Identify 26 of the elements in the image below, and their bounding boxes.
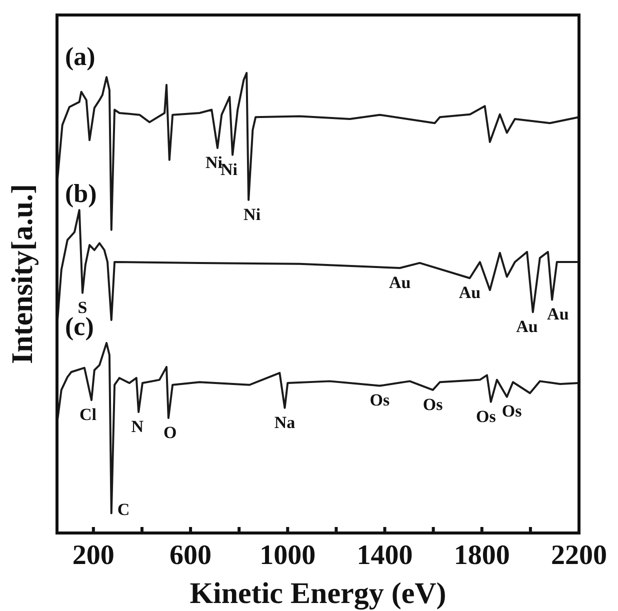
annotation: O <box>163 422 177 442</box>
x-tick-label: 600 <box>170 540 212 571</box>
annotation: Os <box>422 394 444 414</box>
series-label: (b) <box>65 179 97 208</box>
annotation: Ni <box>220 160 238 179</box>
y-axis-title: Intensity[a.u.] <box>6 184 39 364</box>
annotation: Os <box>502 402 522 421</box>
annotation: Au <box>458 283 481 302</box>
annotation: Ni <box>205 152 223 172</box>
annotation: N <box>131 416 144 436</box>
annotation: Na <box>274 412 296 432</box>
x-tick-label: 1800 <box>454 540 510 571</box>
x-tick-label: 1000 <box>260 540 316 571</box>
x-tick-label: 200 <box>72 540 114 571</box>
annotation: Au <box>547 304 569 324</box>
x-axis-title: Kinetic Energy (eV) <box>190 577 446 610</box>
annotation: Au <box>388 272 411 292</box>
annotation: C <box>117 500 130 520</box>
annotation: Os <box>370 390 390 410</box>
series-label: (a) <box>65 42 96 71</box>
x-tick-label: 2200 <box>551 540 607 571</box>
annotation: Cl <box>79 404 97 424</box>
annotation: Ni <box>244 204 261 224</box>
annotation: Au <box>516 317 538 336</box>
annotation: Os <box>476 406 496 426</box>
x-tick-label: 1400 <box>356 540 413 571</box>
